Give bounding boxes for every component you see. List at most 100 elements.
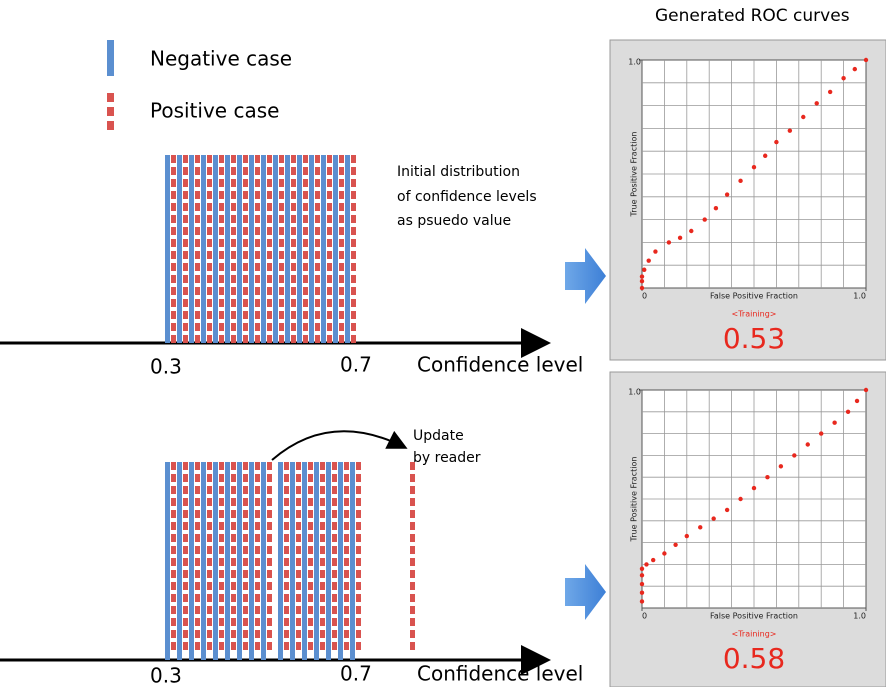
x-tick-label: 1.0 [853,612,866,621]
positive-segment [255,215,260,223]
positive-segment [344,594,349,602]
roc-point [815,101,819,105]
negative-bar [249,462,254,660]
roc-point [792,453,796,457]
positive-segment [243,299,248,307]
positive-segment [339,191,344,199]
positive-segment [303,215,308,223]
positive-segment [183,630,188,638]
positive-segment [308,630,313,638]
positive-segment [315,179,320,187]
positive-segment [339,167,344,175]
positive-segment [171,546,176,554]
legend-positive: Positive case [150,99,279,123]
positive-segment [195,323,200,331]
positive-segment [308,474,313,482]
positive-segment [315,239,320,247]
positive-segment [291,287,296,295]
positive-segment [183,534,188,542]
negative-bar [302,462,307,660]
positive-segment [356,570,361,578]
positive-segment [356,486,361,494]
positive-segment [339,275,344,283]
x-axis-label: False Positive Fraction [710,612,798,621]
positive-segment [320,618,325,626]
roc-point [640,279,644,283]
positive-segment [171,486,176,494]
positive-segment [267,323,272,331]
positive-segment [327,179,332,187]
positive-segment [195,179,200,187]
negative-bar [165,462,170,660]
negative-bar [189,155,194,343]
positive-segment [207,462,212,470]
positive-segment [291,179,296,187]
positive-segment [207,498,212,506]
positive-segment [267,546,272,554]
positive-segment [296,498,301,506]
positive-segment [327,239,332,247]
positive-segment [279,311,284,319]
positive-segment [183,335,188,343]
positive-segment [195,474,200,482]
y-axis-label: True Positive Fraction [630,457,639,543]
positive-segment [255,570,260,578]
positive-segment [195,287,200,295]
positive-segment [356,474,361,482]
positive-segment [207,299,212,307]
positive-segment [195,534,200,542]
positive-segment [183,546,188,554]
positive-segment [195,215,200,223]
positive-segment [296,522,301,530]
positive-segment [267,570,272,578]
positive-segment [231,474,236,482]
roc-point [801,115,805,119]
positive-segment [267,642,272,650]
roc-point [779,464,783,468]
positive-segment [332,642,337,650]
positive-segment [279,215,284,223]
positive-segment [219,299,224,307]
roc-point [752,165,756,169]
positive-segment [356,546,361,554]
positive-segment [267,558,272,566]
mode-label: <Training> [732,630,777,639]
roc-point [651,558,655,562]
positive-segment [284,606,289,614]
y-tick-label: 1.0 [628,58,641,67]
negative-bar [177,462,182,660]
positive-segment [171,191,176,199]
positive-segment [320,582,325,590]
positive-segment [207,546,212,554]
positive-segment [255,179,260,187]
positive-segment [207,227,212,235]
positive-segment [315,167,320,175]
positive-segment [291,251,296,259]
positive-segment [410,642,415,650]
positive-segment [231,510,236,518]
positive-segment [195,335,200,343]
roc-point [711,516,715,520]
positive-segment [315,203,320,211]
positive-segment [267,630,272,638]
x-tick-label: 0 [642,612,647,621]
positive-segment [315,191,320,199]
positive-segment [327,323,332,331]
positive-segment [332,522,337,530]
positive-segment [332,546,337,554]
positive-segment [296,474,301,482]
positive-segment [344,570,349,578]
negative-bar [297,155,302,343]
positive-segment [303,275,308,283]
positive-segment [255,203,260,211]
positive-segment [219,618,224,626]
negative-bar [213,462,218,660]
auc-score: 0.53 [723,322,785,355]
positive-segment [410,558,415,566]
roc-point [855,399,859,403]
positive-segment [267,582,272,590]
positive-segment [219,167,224,175]
positive-segment [183,203,188,211]
positive-segment [243,486,248,494]
negative-bar [237,155,242,343]
